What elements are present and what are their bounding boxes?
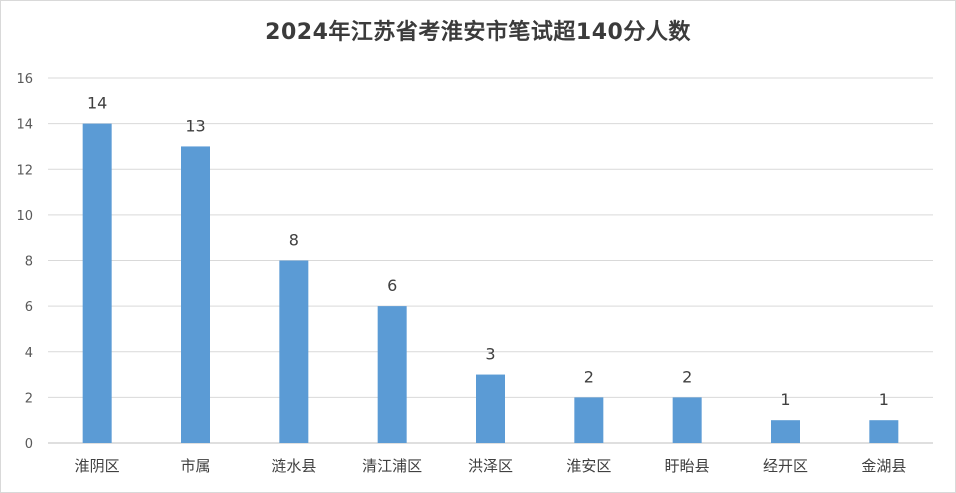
bar — [771, 420, 800, 443]
y-tick-label: 6 — [25, 300, 33, 315]
x-axis: 淮阴区 市属 涟水县 清江浦区 洪泽区 淮安区 盱眙县 经开区 金湖县 — [75, 457, 907, 475]
bar — [574, 397, 604, 443]
y-tick-label: 10 — [16, 209, 33, 224]
data-label: 2 — [584, 367, 594, 386]
bar — [869, 420, 899, 443]
data-label: 3 — [485, 345, 495, 364]
data-label: 13 — [185, 116, 205, 135]
data-label: 1 — [780, 390, 790, 409]
data-label: 6 — [387, 276, 397, 295]
data-labels: 14 13 8 6 3 2 2 1 1 — [87, 94, 889, 410]
data-label: 2 — [682, 367, 692, 386]
y-tick-label: 4 — [25, 346, 33, 361]
category-label: 淮阴区 — [75, 457, 120, 475]
category-label: 清江浦区 — [362, 457, 422, 475]
data-label: 1 — [879, 390, 889, 409]
y-tick-label: 8 — [25, 255, 33, 270]
category-label: 淮安区 — [566, 457, 611, 475]
y-tick-label: 14 — [16, 118, 33, 133]
category-label: 金湖县 — [861, 457, 906, 475]
y-tick-label: 12 — [16, 163, 33, 178]
bar — [279, 260, 309, 443]
y-tick-label: 2 — [25, 391, 33, 406]
data-label: 14 — [87, 94, 107, 113]
bar — [672, 397, 702, 443]
bar — [476, 374, 505, 443]
category-label: 洪泽区 — [468, 457, 513, 475]
data-label: 8 — [289, 231, 299, 250]
bar — [82, 123, 112, 443]
category-label: 盱眙县 — [665, 457, 710, 475]
y-tick-label: 0 — [25, 437, 33, 452]
bar — [377, 306, 407, 443]
chart-title: 2024年江苏省考淮安市笔试超140分人数 — [265, 20, 691, 45]
bars — [82, 123, 899, 443]
y-axis: 0 2 4 6 8 10 12 14 16 — [16, 72, 33, 452]
bar — [181, 146, 210, 443]
category-label: 涟水县 — [271, 457, 316, 475]
category-label: 市属 — [180, 457, 210, 475]
y-tick-label: 16 — [16, 72, 33, 87]
category-label: 经开区 — [763, 457, 808, 475]
